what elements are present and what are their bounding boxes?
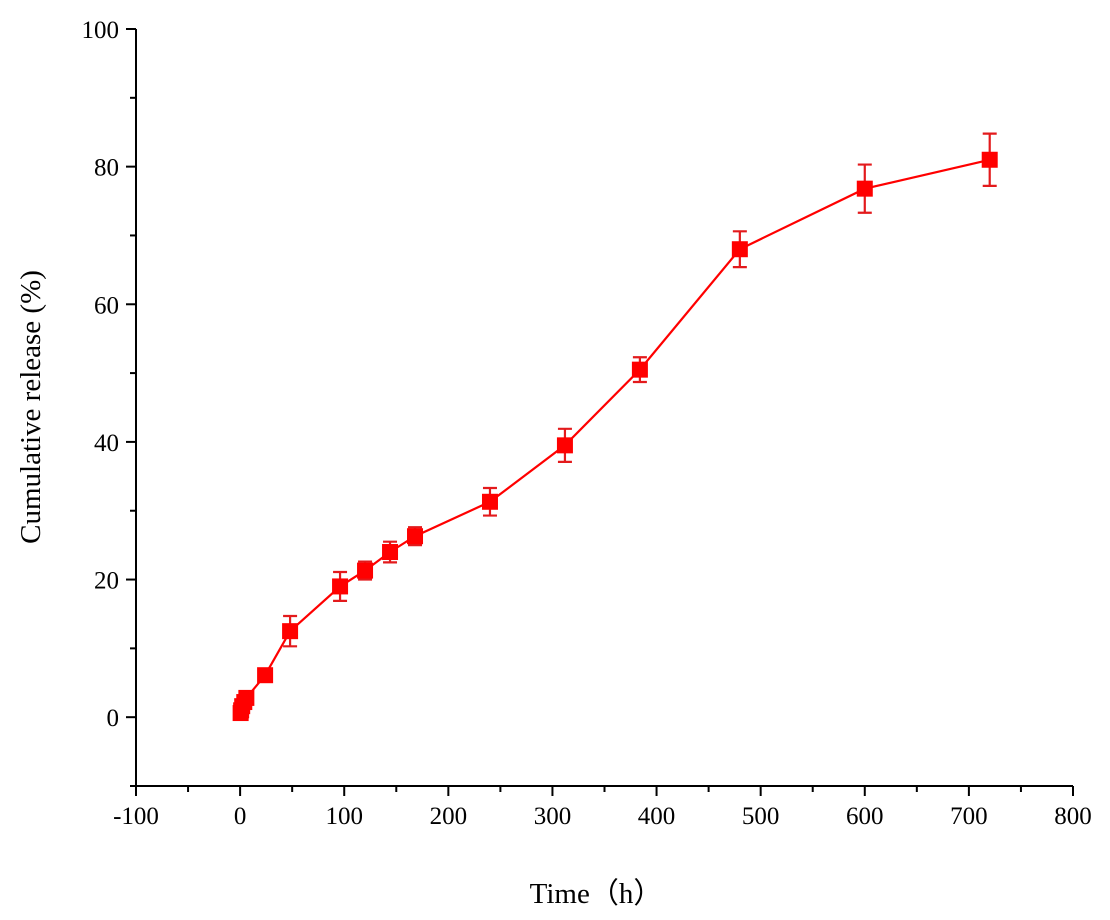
x-tick-label: 800 — [1054, 803, 1092, 830]
data-point — [257, 667, 274, 684]
data-point — [556, 437, 573, 454]
y-tick-label: 60 — [94, 292, 119, 319]
data-point — [238, 689, 255, 706]
x-tick-label: 0 — [234, 803, 247, 830]
data-point — [382, 544, 399, 561]
x-tick-label: 600 — [846, 803, 884, 830]
data-point — [282, 623, 299, 640]
axes — [135, 29, 1073, 787]
data-point — [731, 241, 748, 258]
series-line — [239, 158, 990, 714]
data-point — [357, 562, 374, 579]
x-tick-label: 400 — [638, 803, 676, 830]
data-point — [481, 493, 498, 510]
data-point — [856, 180, 873, 197]
x-tick-label: 300 — [534, 803, 572, 830]
x-ticks: -100 0 100 200 300 400 500 600 700 800 — [113, 786, 1092, 830]
data-point — [981, 151, 998, 168]
x-tick-label: 500 — [742, 803, 780, 830]
y-axis-title: Cumulative release (%) — [15, 270, 47, 544]
data-point — [332, 578, 349, 595]
y-tick-label: 40 — [94, 430, 119, 457]
y-tick-label: 0 — [107, 705, 120, 732]
x-axis-title: Time（h） — [530, 878, 663, 910]
series — [232, 132, 998, 722]
y-tick-label: 20 — [94, 568, 119, 595]
y-ticks: 0 20 40 60 80 100 — [82, 17, 136, 787]
y-tick-label: 100 — [82, 17, 120, 44]
x-tick-label: 700 — [950, 803, 988, 830]
y-tick-label: 80 — [94, 155, 119, 182]
x-tick-label: 100 — [325, 803, 363, 830]
data-point — [407, 528, 424, 545]
x-tick-label: -100 — [113, 803, 159, 830]
data-point — [631, 361, 648, 378]
x-tick-label: 200 — [430, 803, 468, 830]
